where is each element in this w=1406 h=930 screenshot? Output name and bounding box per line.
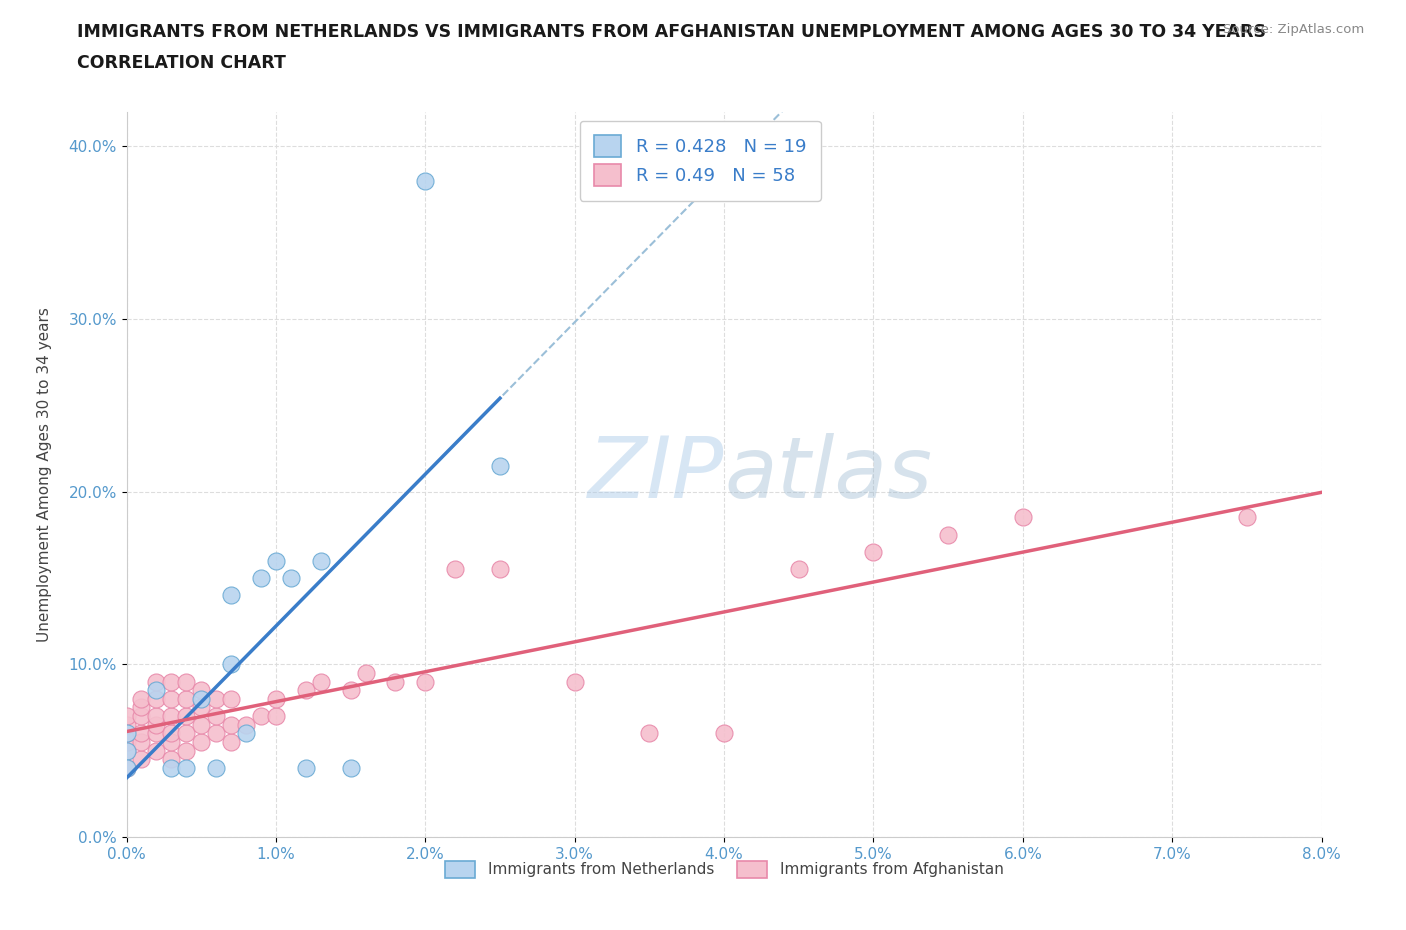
Point [160, 691, 183, 706]
Point [339, 683, 361, 698]
Point [280, 570, 302, 585]
Point [115, 743, 138, 758]
Point [564, 674, 586, 689]
Point [115, 726, 138, 741]
Point [787, 562, 810, 577]
Point [384, 674, 406, 689]
Point [264, 553, 287, 568]
Text: ZIP: ZIP [588, 432, 724, 516]
Point [1011, 510, 1033, 525]
Point [145, 717, 167, 732]
Point [115, 709, 138, 724]
Point [489, 458, 512, 473]
Point [115, 717, 138, 732]
Point [145, 683, 167, 698]
Point [115, 761, 138, 776]
Point [219, 657, 242, 671]
Point [160, 761, 183, 776]
Point [145, 726, 167, 741]
Point [444, 562, 467, 577]
Point [131, 700, 153, 715]
Point [131, 726, 153, 741]
Point [294, 683, 316, 698]
Legend: Immigrants from Netherlands, Immigrants from Afghanistan: Immigrants from Netherlands, Immigrants … [439, 855, 1010, 884]
Point [309, 553, 332, 568]
Point [235, 726, 257, 741]
Text: CORRELATION CHART: CORRELATION CHART [77, 54, 287, 72]
Point [145, 674, 167, 689]
Point [174, 691, 197, 706]
Point [145, 743, 167, 758]
Point [131, 751, 153, 766]
Point [339, 761, 361, 776]
Point [174, 709, 197, 724]
Point [145, 691, 167, 706]
Point [219, 588, 242, 603]
Point [205, 726, 228, 741]
Text: Source: ZipAtlas.com: Source: ZipAtlas.com [1223, 23, 1364, 36]
Point [115, 735, 138, 750]
Point [131, 709, 153, 724]
Point [354, 666, 377, 681]
Point [160, 726, 183, 741]
Point [160, 674, 183, 689]
Point [115, 743, 138, 758]
Point [219, 717, 242, 732]
Point [131, 735, 153, 750]
Point [174, 726, 197, 741]
Point [205, 709, 228, 724]
Point [190, 700, 212, 715]
Point [638, 726, 661, 741]
Point [160, 751, 183, 766]
Text: IMMIGRANTS FROM NETHERLANDS VS IMMIGRANTS FROM AFGHANISTAN UNEMPLOYMENT AMONG AG: IMMIGRANTS FROM NETHERLANDS VS IMMIGRANT… [77, 23, 1267, 41]
Point [115, 726, 138, 741]
Point [115, 761, 138, 776]
Point [174, 743, 197, 758]
Point [235, 717, 257, 732]
Point [219, 691, 242, 706]
Point [713, 726, 735, 741]
Point [250, 570, 273, 585]
Point [936, 527, 959, 542]
Y-axis label: Unemployment Among Ages 30 to 34 years: Unemployment Among Ages 30 to 34 years [37, 307, 52, 642]
Point [131, 691, 153, 706]
Point [250, 709, 273, 724]
Point [145, 709, 167, 724]
Point [1236, 510, 1258, 525]
Point [190, 735, 212, 750]
Point [190, 691, 212, 706]
Point [174, 674, 197, 689]
Point [190, 717, 212, 732]
Point [294, 761, 316, 776]
Point [190, 683, 212, 698]
Point [205, 691, 228, 706]
Point [413, 173, 436, 188]
Point [413, 674, 436, 689]
Point [174, 761, 197, 776]
Point [309, 674, 332, 689]
Point [264, 709, 287, 724]
Point [264, 691, 287, 706]
Point [862, 545, 884, 560]
Text: atlas: atlas [724, 432, 932, 516]
Point [160, 709, 183, 724]
Point [489, 562, 512, 577]
Point [160, 735, 183, 750]
Point [219, 735, 242, 750]
Point [205, 761, 228, 776]
